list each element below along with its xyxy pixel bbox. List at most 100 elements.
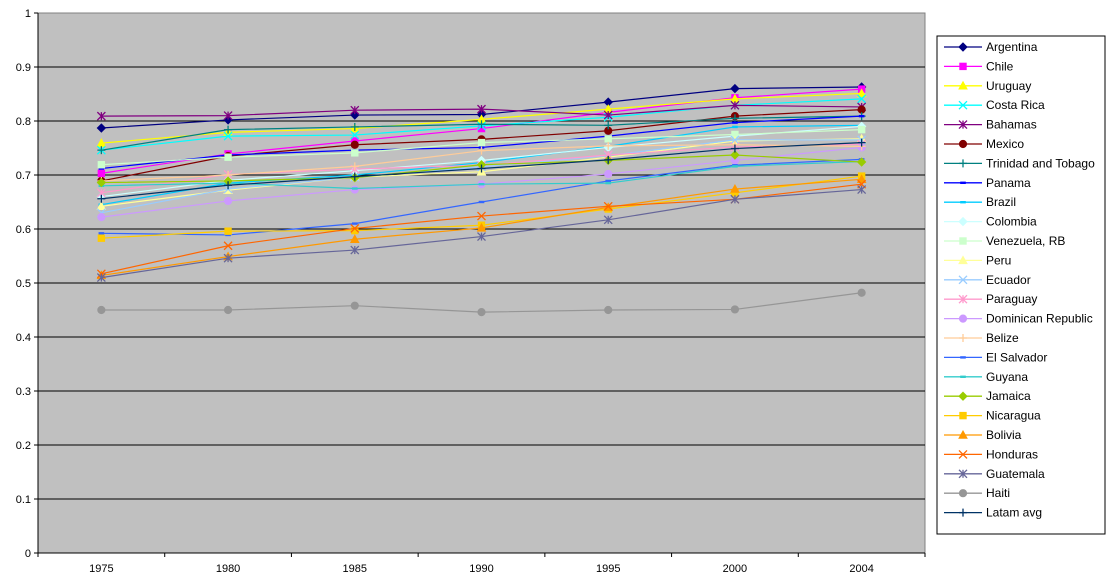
- legend-marker: [958, 449, 968, 459]
- data-point: [97, 234, 106, 242]
- legend-marker: [958, 294, 968, 304]
- data-point: [223, 253, 233, 263]
- data-point: [603, 215, 613, 225]
- data-point: [350, 130, 360, 140]
- data-point: [857, 185, 867, 195]
- data-point: [730, 150, 740, 160]
- legend-marker: [958, 314, 968, 323]
- legend-entry-haiti: Haiti: [944, 486, 1010, 500]
- data-point: [351, 226, 359, 235]
- data-point: [350, 105, 360, 115]
- data-point: [223, 196, 233, 206]
- legend-marker: [959, 159, 967, 168]
- legend-label: Bolivia: [986, 428, 1022, 442]
- data-point: [732, 121, 738, 124]
- data-point: [97, 213, 106, 222]
- legend-label: Brazil: [986, 195, 1016, 209]
- data-point: [856, 157, 867, 167]
- data-point: [349, 234, 360, 243]
- legend-entry-costa-rica: Costa Rica: [944, 98, 1045, 112]
- data-point: [477, 104, 486, 114]
- legend-marker: [958, 275, 968, 285]
- legend-entry-guatemala: Guatemala: [944, 467, 1045, 481]
- series-haiti: [97, 288, 866, 317]
- data-point: [476, 222, 487, 232]
- x-tick-label: 1995: [596, 563, 620, 575]
- data-point: [477, 211, 486, 221]
- data-point: [96, 123, 107, 133]
- data-point: [98, 232, 105, 235]
- data-point: [730, 184, 740, 193]
- legend-box: [936, 35, 1106, 535]
- y-tick-label: 0.3: [16, 386, 31, 398]
- legend-label: Trinidad and Tobago: [986, 156, 1095, 170]
- y-tick-label: 0.4: [16, 332, 31, 344]
- legend-marker: [958, 120, 968, 130]
- legend-marker: [959, 237, 967, 245]
- legend-label: Mexico: [986, 137, 1024, 151]
- data-point: [857, 125, 866, 134]
- data-point: [730, 100, 740, 110]
- legend-entry-jamaica: Jamaica: [944, 389, 1031, 403]
- legend-label: Dominican Republic: [986, 312, 1093, 326]
- legend-marker: [958, 469, 968, 479]
- y-tick-label: 0.9: [16, 62, 31, 74]
- x-tick-label: 2000: [723, 563, 747, 575]
- legend-label: El Salvador: [986, 350, 1047, 364]
- data-point: [478, 182, 485, 186]
- data-point: [477, 138, 486, 147]
- legend-entry-bahamas: Bahamas: [944, 118, 1037, 132]
- series-venezuela-rb: [97, 125, 866, 169]
- data-point: [350, 245, 360, 255]
- legend-label: Jamaica: [986, 389, 1031, 403]
- x-tick-label: 1990: [469, 563, 493, 575]
- data-point: [351, 222, 358, 225]
- legend-label: Argentina: [986, 40, 1038, 54]
- data-point: [605, 181, 612, 185]
- data-point: [478, 200, 485, 204]
- data-point: [224, 125, 233, 134]
- data-point: [98, 167, 105, 170]
- legend-entry-latam-avg: Latam avg: [944, 506, 1042, 520]
- data-point: [96, 111, 106, 121]
- data-point: [224, 227, 232, 235]
- data-point: [97, 305, 106, 315]
- legend-label: Honduras: [986, 447, 1038, 461]
- legend-marker: [958, 100, 968, 110]
- legend-label: Uruguay: [986, 79, 1031, 93]
- series-lines: [96, 82, 867, 317]
- data-point: [603, 110, 613, 120]
- data-point: [351, 149, 359, 157]
- data-point: [730, 194, 740, 204]
- data-point: [350, 224, 360, 233]
- legend-marker: [959, 62, 967, 71]
- legend-marker: [958, 216, 968, 227]
- data-point: [730, 114, 739, 123]
- legend-marker: [958, 80, 968, 90]
- data-point: [223, 241, 233, 251]
- legend-label: Costa Rica: [986, 98, 1045, 112]
- data-point: [856, 88, 867, 98]
- legend-label: Paraguay: [986, 292, 1037, 306]
- data-point: [856, 174, 867, 184]
- legend-entry-bolivia: Bolivia: [944, 428, 1022, 442]
- data-point: [604, 121, 613, 130]
- data-point: [604, 141, 613, 150]
- legend: Argentina Chile Uruguay Costa Rica Bahamas Me…: [944, 40, 1095, 520]
- legend-marker: [960, 201, 966, 204]
- legend-marker: [958, 42, 968, 52]
- y-tick-label: 0: [25, 548, 31, 560]
- legend-marker: [958, 489, 968, 498]
- data-point: [730, 135, 740, 145]
- data-point: [223, 305, 233, 315]
- legend-entry-nicaragua: Nicaragua: [944, 409, 1041, 423]
- data-point: [605, 179, 612, 183]
- legend-label: Guyana: [986, 370, 1028, 384]
- legend-label: Peru: [986, 253, 1011, 267]
- data-point: [225, 233, 231, 237]
- legend-marker: [960, 375, 966, 378]
- data-point: [97, 161, 106, 169]
- legend-entry-guyana: Guyana: [944, 370, 1028, 384]
- data-point: [857, 94, 867, 104]
